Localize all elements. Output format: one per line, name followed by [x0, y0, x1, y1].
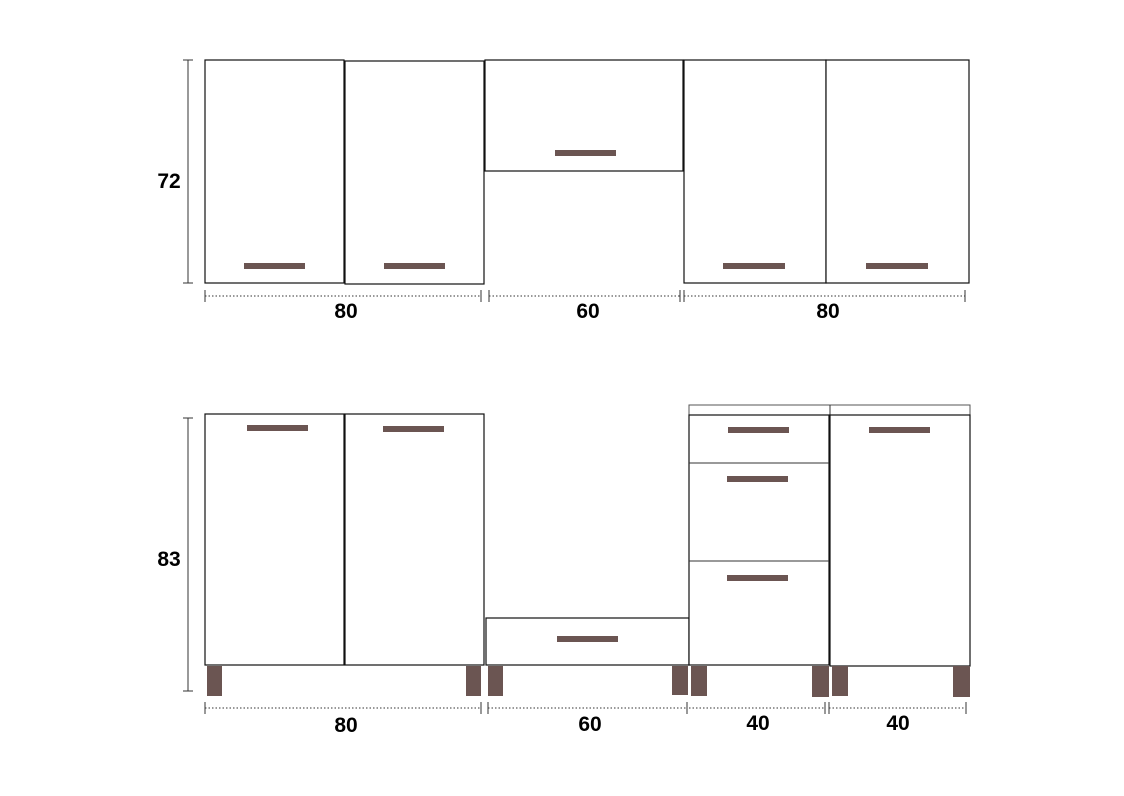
leg — [953, 666, 970, 697]
handle — [557, 636, 618, 642]
handle — [383, 426, 444, 432]
base-height-label: 83 — [157, 548, 180, 571]
base-cabinet-door — [204, 413, 345, 666]
wall-width-dimensions — [204, 290, 966, 302]
base-units: 83 — [157, 404, 971, 737]
handle — [728, 427, 789, 433]
handle — [869, 427, 930, 433]
leg — [466, 666, 481, 696]
wall-units: 72 80 60 80 — [157, 59, 970, 323]
width-label: 40 — [886, 712, 909, 735]
handle — [727, 575, 788, 581]
handle — [244, 263, 305, 269]
width-label: 60 — [578, 713, 601, 736]
leg — [488, 666, 503, 696]
legs — [207, 666, 970, 697]
leg — [812, 666, 829, 697]
width-label: 80 — [334, 300, 357, 323]
width-label: 60 — [576, 300, 599, 323]
wall-height-label: 72 — [157, 170, 180, 193]
handle — [866, 263, 928, 269]
handle — [555, 150, 616, 156]
base-cabinet-door — [344, 413, 485, 666]
wall-cabinet-door — [825, 59, 970, 284]
width-label: 40 — [746, 712, 769, 735]
wall-cabinet-door — [344, 60, 485, 285]
leg — [672, 666, 688, 695]
base-cabinet-door — [829, 414, 971, 667]
handle — [247, 425, 308, 431]
width-label: 80 — [334, 714, 357, 737]
handle — [384, 263, 445, 269]
base-width-dimensions — [204, 702, 967, 714]
width-label: 80 — [816, 300, 839, 323]
handle — [723, 263, 785, 269]
drawer-unit — [688, 414, 830, 666]
leg — [691, 666, 707, 696]
leg — [207, 666, 222, 696]
handle — [727, 476, 788, 482]
wall-cabinet-door — [683, 59, 827, 284]
leg — [832, 666, 848, 696]
wall-cabinet-door — [204, 59, 345, 284]
